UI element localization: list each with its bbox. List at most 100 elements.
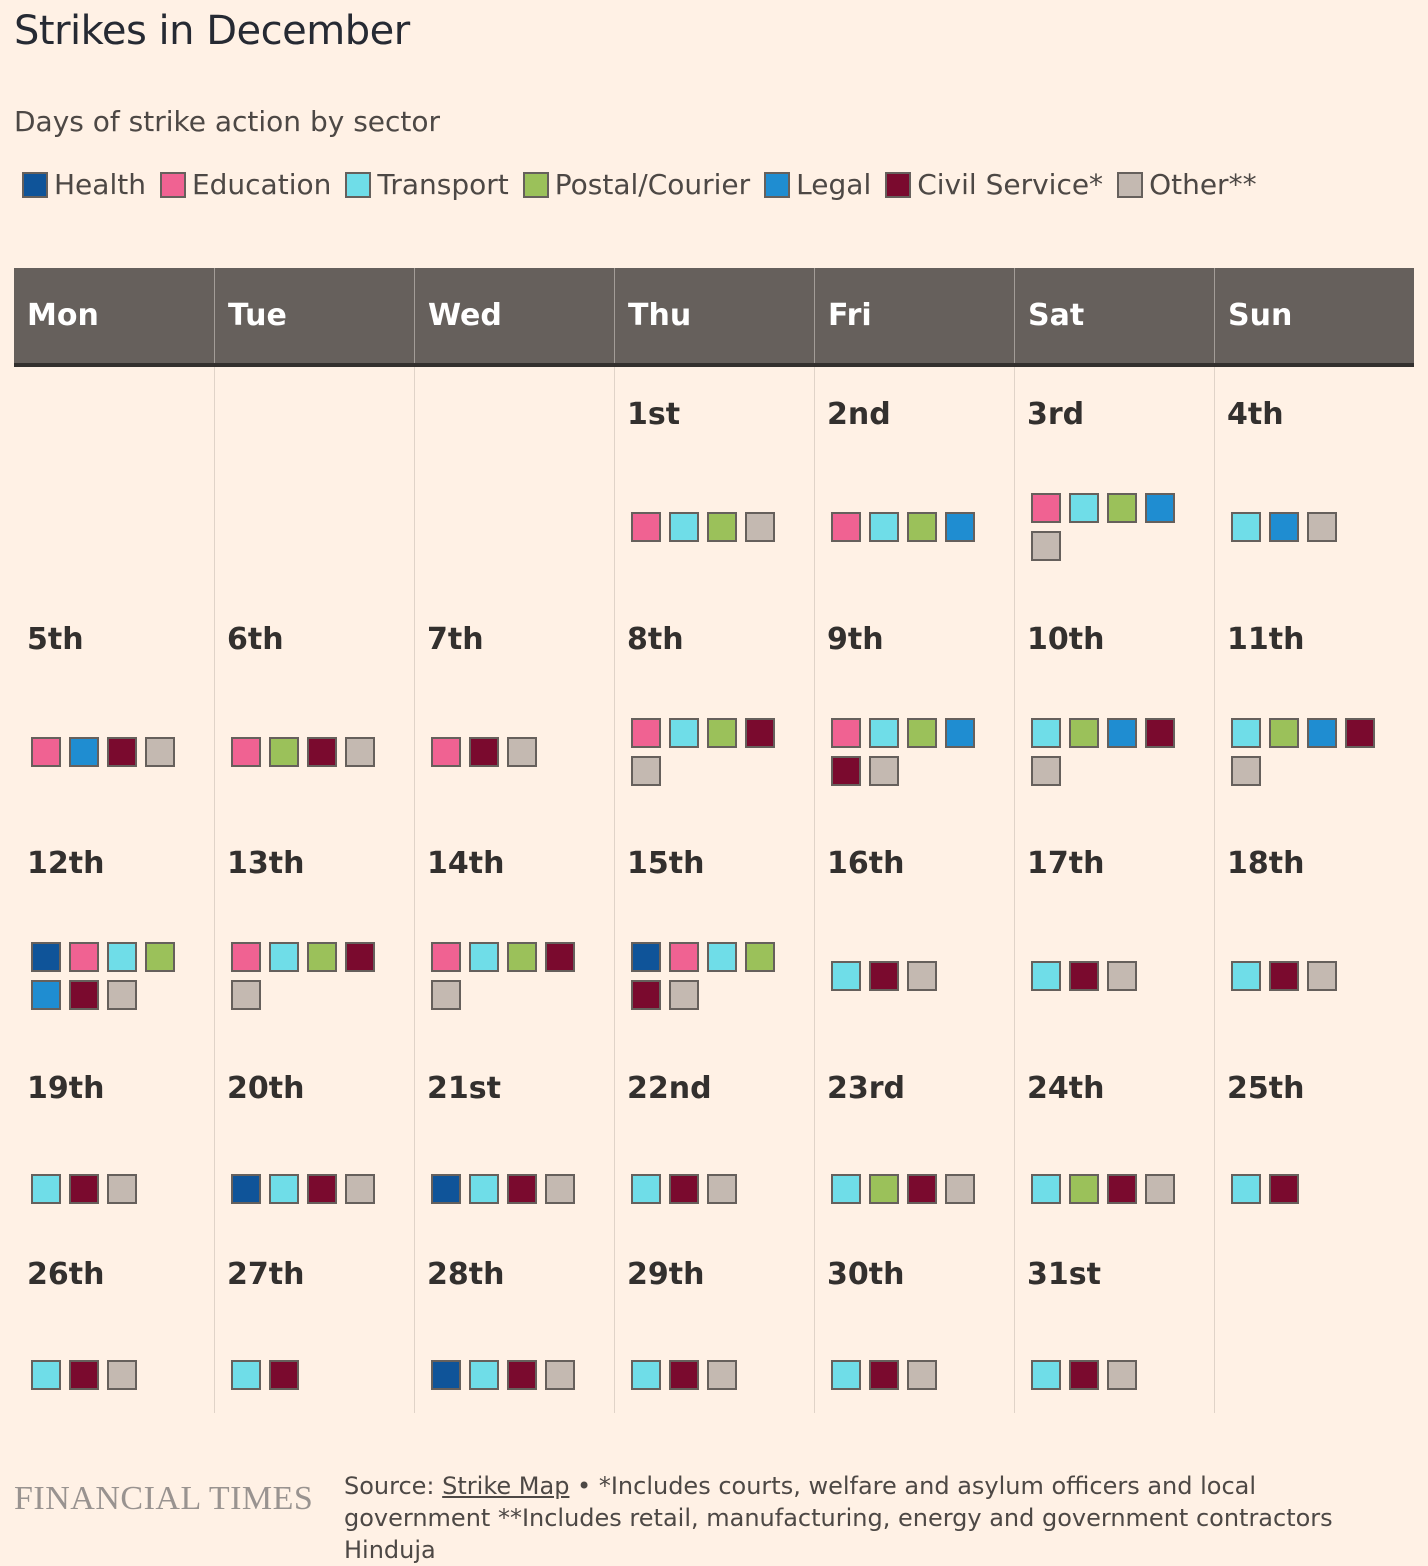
strike-mark-health xyxy=(431,1360,461,1390)
strike-mark-transport xyxy=(269,1174,299,1204)
strike-mark-other xyxy=(631,756,661,786)
strike-squares xyxy=(31,1360,191,1390)
day-cell: 29th xyxy=(614,1227,814,1413)
legend-item-health: Health xyxy=(22,168,146,201)
day-cell: 27th xyxy=(214,1227,414,1413)
day-cell: 26th xyxy=(14,1227,214,1413)
date-label: 19th xyxy=(27,1071,105,1106)
strike-squares xyxy=(1031,1360,1191,1390)
strike-squares xyxy=(831,718,991,786)
strike-squares xyxy=(431,1360,591,1390)
strike-squares xyxy=(631,1360,791,1390)
strike-mark-civil xyxy=(1345,718,1375,748)
legend-item-legal: Legal xyxy=(764,168,871,201)
day-cell: 18th xyxy=(1214,816,1414,1041)
chart-subtitle: Days of strike action by sector xyxy=(14,105,441,138)
strike-mark-education xyxy=(431,737,461,767)
strike-mark-transport xyxy=(469,1174,499,1204)
strike-mark-transport xyxy=(631,1174,661,1204)
strike-mark-other xyxy=(107,1360,137,1390)
strike-squares xyxy=(831,1174,991,1204)
strike-squares xyxy=(631,512,791,542)
strike-squares xyxy=(1031,961,1191,991)
strike-mark-postal xyxy=(307,942,337,972)
ft-logo: FINANCIAL TIMES xyxy=(14,1480,314,1517)
strike-squares xyxy=(1031,493,1191,561)
day-cell: 12th xyxy=(14,816,214,1041)
strike-mark-other xyxy=(1031,756,1061,786)
date-label: 3rd xyxy=(1027,397,1085,432)
strike-mark-postal xyxy=(907,718,937,748)
strike-mark-education xyxy=(631,718,661,748)
legend-swatch-legal xyxy=(764,171,791,198)
strike-mark-other xyxy=(231,980,261,1010)
column-divider xyxy=(614,367,615,1413)
date-label: 23rd xyxy=(827,1071,906,1106)
strike-squares xyxy=(831,961,991,991)
legend-item-transport: Transport xyxy=(345,168,509,201)
strike-mark-other xyxy=(669,980,699,1010)
legend-label-legal: Legal xyxy=(796,168,872,201)
strike-mark-civil xyxy=(507,1174,537,1204)
legend-swatch-transport xyxy=(345,171,372,198)
strike-mark-postal xyxy=(707,512,737,542)
weekday-wed: Wed xyxy=(414,268,614,363)
day-cell: 6th xyxy=(214,592,414,816)
strike-mark-other xyxy=(431,980,461,1010)
date-label: 22nd xyxy=(627,1071,712,1106)
strike-mark-legal xyxy=(1145,493,1175,523)
strike-mark-transport xyxy=(469,1360,499,1390)
strike-mark-postal xyxy=(745,942,775,972)
day-cell: 3rd xyxy=(1014,367,1214,592)
date-label: 7th xyxy=(427,622,484,657)
strike-mark-civil xyxy=(1107,1174,1137,1204)
day-cell: 5th xyxy=(14,592,214,816)
column-divider xyxy=(414,367,415,1413)
strike-mark-other xyxy=(145,737,175,767)
day-cell: 9th xyxy=(814,592,1014,816)
strike-mark-health xyxy=(631,942,661,972)
date-label: 24th xyxy=(1027,1071,1105,1106)
strike-squares xyxy=(231,942,391,1010)
strike-mark-civil xyxy=(745,718,775,748)
strike-mark-transport xyxy=(631,1360,661,1390)
strike-mark-civil xyxy=(107,737,137,767)
strike-mark-education xyxy=(1031,493,1061,523)
date-label: 1st xyxy=(627,397,681,432)
legend-swatch-health xyxy=(22,171,48,198)
date-label: 10th xyxy=(1027,622,1105,657)
date-label: 15th xyxy=(627,846,705,881)
legend: Health Education Transport Postal/Courier Le… xyxy=(22,168,1271,201)
column-divider xyxy=(1014,367,1015,1413)
day-cell: 21st xyxy=(414,1041,614,1227)
strike-mark-civil xyxy=(69,1360,99,1390)
date-label: 31st xyxy=(1027,1257,1101,1292)
strike-mark-other xyxy=(507,737,537,767)
day-cell: 22nd xyxy=(614,1041,814,1227)
date-label: 20th xyxy=(227,1071,305,1106)
strike-mark-education xyxy=(431,942,461,972)
source-link[interactable]: Strike Map xyxy=(442,1472,570,1500)
date-label: 13th xyxy=(227,846,305,881)
strike-mark-civil xyxy=(669,1174,699,1204)
strike-mark-postal xyxy=(507,942,537,972)
calendar-grid: 1st 2nd 3rd 4th 5th 6th 7th 8th 9th 10th 11th 12th 1… xyxy=(14,367,1414,1413)
strike-mark-health xyxy=(431,1174,461,1204)
date-label: 29th xyxy=(627,1257,705,1292)
legend-item-other: Other** xyxy=(1117,168,1257,201)
strike-mark-postal xyxy=(269,737,299,767)
day-cell: 10th xyxy=(1014,592,1214,816)
strike-mark-transport xyxy=(1031,1174,1061,1204)
strike-mark-health xyxy=(31,942,61,972)
strike-squares xyxy=(231,1360,391,1390)
strike-mark-civil xyxy=(1069,961,1099,991)
source-prefix: Source: xyxy=(344,1472,443,1500)
day-cell: 23rd xyxy=(814,1041,1014,1227)
strike-mark-transport xyxy=(1231,1174,1261,1204)
column-divider xyxy=(814,367,815,1413)
date-label: 18th xyxy=(1227,846,1305,881)
strike-mark-other xyxy=(707,1174,737,1204)
footer-source: Source: Strike Map • *Includes courts, w… xyxy=(344,1470,1404,1566)
strike-mark-other xyxy=(107,1174,137,1204)
date-label: 12th xyxy=(27,846,105,881)
